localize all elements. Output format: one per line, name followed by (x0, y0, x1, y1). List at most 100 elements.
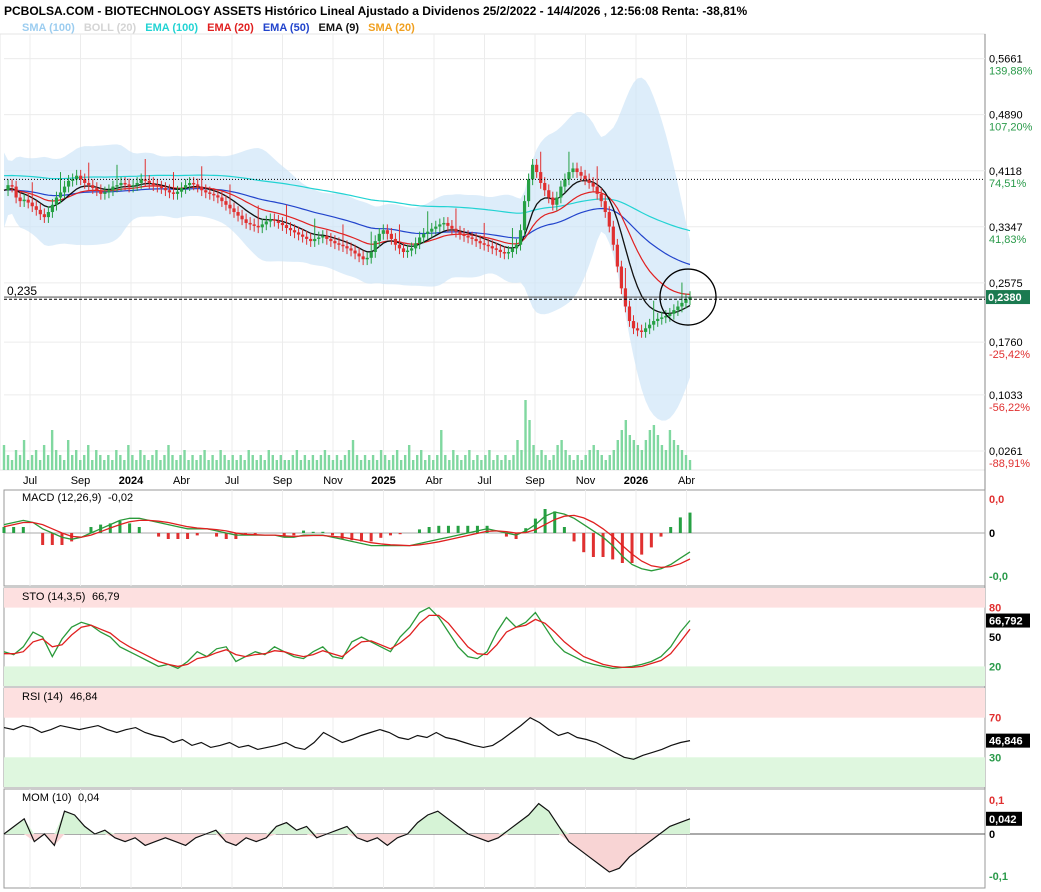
candle-body (171, 192, 176, 194)
last-price-label: 0,2380 (988, 292, 1022, 304)
candle-body (373, 241, 377, 252)
sto-value: 66,79 (92, 591, 120, 603)
volume-bar (95, 450, 98, 470)
volume-bar (91, 460, 94, 470)
last-price-tag (986, 290, 1030, 305)
candle-body (91, 185, 95, 189)
candle-body (652, 321, 656, 325)
rsi-last-tag (986, 733, 1030, 748)
macd-histogram-bar (2, 527, 6, 533)
candle-body (317, 237, 321, 239)
macd-histogram-bar (137, 527, 141, 533)
candle-body (668, 313, 672, 316)
legend-sma100[interactable]: SMA (100) (22, 22, 75, 34)
volume-bar (331, 460, 335, 470)
candle-body (309, 238, 313, 242)
candle-body (648, 324, 652, 329)
x-tick-label: Abr (678, 475, 695, 487)
candle-body (551, 197, 555, 205)
volume-bar (596, 450, 599, 470)
candle-body (62, 186, 67, 193)
indicator-legend: SMA (100) BOLL (20) EMA (100) EMA (20) E… (22, 22, 421, 34)
candle-body (688, 297, 692, 300)
volume-bar (247, 450, 250, 470)
volume-bar (231, 455, 234, 470)
volume-bar (307, 460, 311, 470)
x-tick-label: Jul (23, 475, 37, 487)
candle-body (155, 185, 159, 187)
volume-bar (371, 455, 375, 470)
volume-bar (191, 455, 194, 470)
volume-bar (387, 460, 391, 470)
candle-body (123, 182, 127, 185)
y-tick-pct: 41,83% (989, 234, 1027, 246)
candle-body (579, 172, 583, 176)
mom-title: MOM (10) (22, 792, 72, 804)
candle-body (680, 302, 684, 307)
macd-histogram-bar (340, 533, 344, 539)
legend-ema20[interactable]: EMA (20) (207, 22, 254, 34)
legend-sma20[interactable]: SMA (20) (368, 22, 415, 34)
volume-bar (22, 440, 26, 470)
volume-bar (520, 450, 523, 470)
legend-ema100[interactable]: EMA (100) (145, 22, 199, 34)
volume-bar (480, 460, 483, 470)
volume-bar (500, 460, 503, 470)
volume-bar (227, 460, 230, 470)
candle-body (341, 244, 345, 247)
candle-body (276, 220, 280, 223)
volume-bar (315, 460, 319, 470)
volume-bar (259, 455, 262, 470)
candle-body (422, 233, 426, 238)
candle-body (10, 185, 14, 187)
volume-bar (399, 460, 403, 470)
macd-histogram-bar (649, 533, 653, 548)
candle-body (301, 234, 305, 237)
candle-body (183, 185, 188, 189)
candle-body (284, 225, 289, 229)
volume-bar (568, 455, 571, 470)
volume-bar (151, 455, 154, 470)
volume-bar (207, 460, 210, 470)
macd-histogram-bar (41, 533, 45, 545)
macd-histogram-bar (466, 525, 470, 533)
candle-body (397, 244, 402, 249)
candle-body (498, 249, 502, 252)
candle-body (639, 330, 644, 332)
candle-body (438, 224, 442, 227)
legend-ema9[interactable]: EMA (9) (318, 22, 360, 34)
macd-line (3, 511, 691, 572)
volume-bar (263, 460, 266, 470)
volume-bar (215, 460, 218, 470)
candle-body (46, 212, 50, 218)
macd-histogram-bar (456, 525, 460, 533)
volume-bar (680, 450, 684, 470)
x-tick-label: Nov (323, 475, 343, 487)
volume-bar (87, 445, 90, 470)
volume-bar (219, 450, 222, 470)
legend-boll20[interactable]: BOLL (20) (83, 22, 137, 34)
candle-body (337, 243, 341, 245)
volume-bar (648, 430, 652, 470)
volume-bar (548, 460, 551, 470)
mom-tick: -0,1 (989, 871, 1008, 883)
volume-bar (452, 450, 455, 470)
macd-histogram-bar (350, 533, 354, 541)
candle-body (627, 306, 632, 322)
candle-body (200, 186, 204, 191)
candle-body (442, 222, 446, 225)
candle-body (58, 192, 63, 198)
candle-body (196, 184, 200, 187)
candle-body (619, 266, 623, 289)
volume-bar (584, 455, 587, 470)
macd-histogram-bar (533, 518, 537, 533)
candle-body (256, 225, 260, 228)
legend-ema50[interactable]: EMA (50) (262, 22, 310, 34)
macd-histogram-bar (514, 533, 518, 539)
y-tick-pct: -56,22% (989, 402, 1030, 414)
candle-body (151, 182, 155, 186)
volume-bar (660, 445, 664, 470)
volume-bar (600, 455, 603, 470)
volume-bar (688, 460, 692, 470)
